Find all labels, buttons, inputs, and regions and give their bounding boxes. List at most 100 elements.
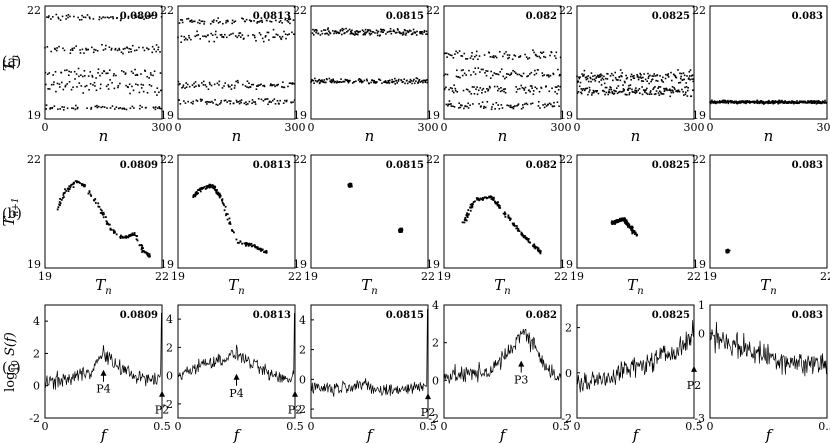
- data-point: [77, 16, 79, 19]
- panel-param-label: 0.083: [792, 11, 823, 22]
- data-point: [485, 74, 488, 77]
- x-tick-label: 0: [441, 121, 448, 134]
- data-point: [390, 32, 393, 35]
- data-point: [679, 72, 681, 75]
- x-tick-label: 300: [152, 121, 173, 134]
- data-point: [274, 103, 277, 105]
- data-point: [543, 74, 546, 76]
- data-point: [98, 105, 100, 108]
- data-point: [393, 80, 395, 83]
- data-point: [71, 107, 73, 109]
- data-point: [825, 102, 828, 104]
- data-point: [524, 53, 526, 56]
- data-point: [122, 52, 124, 55]
- data-point: [128, 51, 130, 53]
- data-point: [656, 80, 659, 82]
- data-point: [200, 20, 203, 23]
- data-point: [602, 78, 605, 81]
- data-point: [194, 195, 197, 198]
- y-tick-label: 19: [27, 109, 41, 122]
- data-point: [225, 212, 228, 215]
- data-point: [511, 106, 514, 109]
- data-point: [664, 88, 666, 90]
- data-point: [497, 204, 500, 207]
- data-point: [58, 83, 61, 85]
- data-point: [270, 83, 272, 85]
- data-point: [618, 75, 621, 78]
- data-point: [462, 89, 465, 92]
- data-point: [776, 101, 779, 104]
- y-tick-label: 19: [160, 258, 174, 271]
- data-point: [49, 107, 52, 109]
- data-point: [251, 245, 253, 248]
- data-point: [69, 49, 72, 51]
- data-point: [684, 93, 687, 96]
- data-point: [366, 79, 368, 82]
- data-point: [548, 102, 551, 105]
- data-point: [342, 80, 345, 83]
- data-point: [131, 234, 133, 236]
- data-point: [99, 83, 102, 86]
- y-tick-label: -3: [694, 412, 705, 425]
- data-point: [498, 108, 501, 110]
- data-point: [658, 90, 661, 93]
- data-point: [404, 34, 407, 36]
- svg-text:n: n: [99, 127, 109, 145]
- data-point: [147, 15, 149, 17]
- data-point: [478, 103, 480, 105]
- data-point: [665, 88, 668, 90]
- data-point: [456, 69, 458, 72]
- data-point: [810, 100, 813, 102]
- y-tick-label: 22: [293, 153, 307, 166]
- data-point: [498, 87, 500, 90]
- data-point: [101, 105, 104, 108]
- data-point: [83, 75, 86, 77]
- data-point: [333, 81, 336, 84]
- data-point: [89, 193, 92, 196]
- data-point: [530, 85, 533, 87]
- y-tick-label: 22: [426, 4, 440, 17]
- data-point: [495, 102, 498, 104]
- data-point: [463, 52, 466, 55]
- data-point: [266, 19, 268, 22]
- data-point: [225, 20, 228, 22]
- data-point: [449, 54, 452, 56]
- data-point: [612, 74, 615, 77]
- data-point: [667, 76, 670, 78]
- data-point: [663, 87, 665, 90]
- data-point: [650, 93, 653, 95]
- data-point: [207, 34, 209, 36]
- data-point: [472, 71, 475, 73]
- data-point: [199, 22, 201, 25]
- data-point: [443, 87, 446, 90]
- data-point: [627, 87, 630, 90]
- data-point: [194, 35, 196, 38]
- data-point: [212, 21, 215, 23]
- x-tick-label: 0: [441, 420, 448, 433]
- data-point: [532, 90, 535, 92]
- data-point: [101, 212, 104, 214]
- data-point: [538, 55, 540, 58]
- x-tick-label: 0.5: [153, 420, 171, 433]
- data-point: [289, 22, 291, 25]
- data-point: [481, 89, 484, 91]
- data-point: [406, 82, 409, 85]
- data-point: [647, 72, 649, 75]
- data-point: [592, 89, 595, 92]
- data-point: [672, 73, 675, 76]
- data-point: [108, 69, 111, 71]
- data-point: [348, 183, 350, 186]
- data-point: [612, 79, 614, 82]
- data-point: [270, 101, 273, 103]
- data-point: [237, 101, 240, 103]
- data-point: [128, 83, 131, 86]
- data-point: [245, 18, 248, 21]
- data-point: [348, 28, 351, 31]
- data-point: [483, 105, 485, 108]
- data-point: [682, 90, 684, 93]
- svg-text:n: n: [764, 127, 774, 145]
- data-point: [52, 74, 54, 76]
- data-point: [260, 98, 263, 101]
- data-point: [630, 78, 633, 81]
- data-point: [125, 236, 128, 239]
